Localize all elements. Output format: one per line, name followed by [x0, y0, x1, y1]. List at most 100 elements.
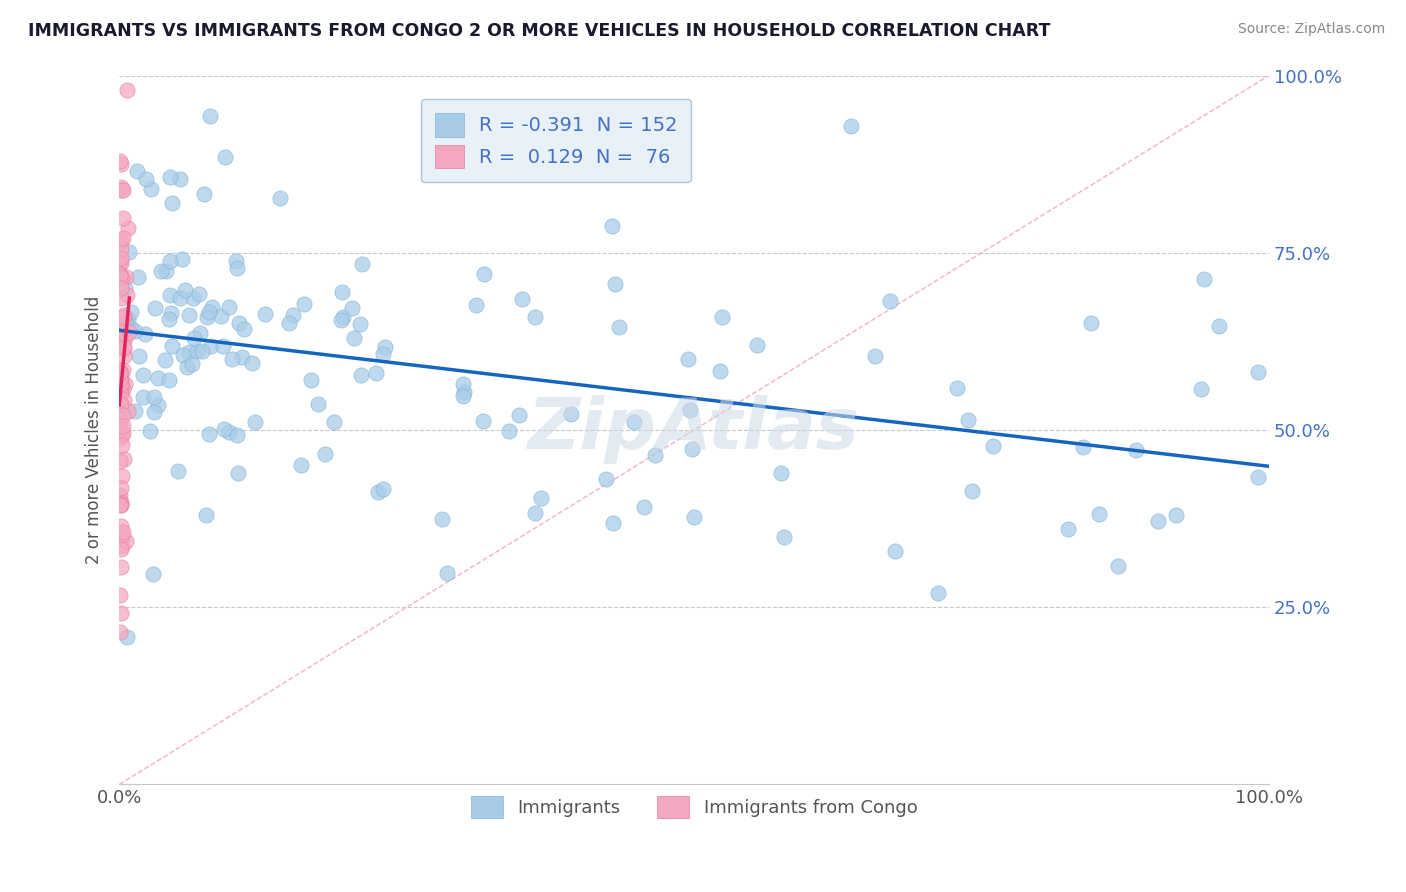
Point [159, 254, 181, 268]
Point [523, 506, 546, 520]
Point [112, 392, 135, 407]
Point [254, 307, 277, 321]
Point [117, 221, 139, 235]
Point [110, 156, 132, 170]
Point [374, 340, 396, 354]
Point [329, 313, 352, 327]
Point [110, 397, 132, 411]
Point [120, 305, 142, 319]
Point [159, 170, 181, 185]
Point [1192, 272, 1215, 286]
Point [132, 390, 155, 404]
Point [159, 287, 181, 301]
Point [110, 291, 132, 305]
Point [218, 425, 240, 439]
Point [946, 381, 969, 395]
Point [111, 183, 134, 197]
Point [110, 252, 132, 266]
Point [110, 269, 132, 284]
Point [218, 300, 240, 314]
Point [180, 357, 202, 371]
Point [530, 491, 553, 505]
Point [160, 338, 183, 352]
Point [602, 516, 624, 531]
Point [221, 351, 243, 366]
Point [745, 338, 768, 352]
Point [115, 287, 138, 301]
Point [371, 347, 394, 361]
Point [188, 287, 211, 301]
Point [115, 534, 138, 549]
Text: IMMIGRANTS VS IMMIGRANTS FROM CONGO 2 OR MORE VEHICLES IN HOUSEHOLD CORRELATION : IMMIGRANTS VS IMMIGRANTS FROM CONGO 2 OR… [28, 22, 1050, 40]
Point [110, 519, 132, 533]
Point [117, 404, 139, 418]
Point [110, 469, 132, 483]
Y-axis label: 2 or more Vehicles in Household: 2 or more Vehicles in Household [86, 296, 103, 564]
Point [125, 164, 148, 178]
Point [110, 385, 132, 400]
Point [110, 606, 132, 620]
Point [676, 351, 699, 366]
Point [114, 377, 136, 392]
Point [623, 415, 645, 429]
Point [883, 543, 905, 558]
Point [198, 427, 221, 442]
Point [157, 373, 180, 387]
Point [110, 256, 132, 270]
Point [114, 281, 136, 295]
Point [436, 566, 458, 581]
Point [1166, 508, 1188, 523]
Point [371, 482, 394, 496]
Point [110, 267, 132, 281]
Point [957, 413, 980, 427]
Point [560, 407, 582, 421]
Point [155, 264, 177, 278]
Point [195, 508, 218, 522]
Point [193, 187, 215, 202]
Point [1246, 365, 1268, 379]
Point [157, 312, 180, 326]
Point [111, 363, 134, 377]
Point [169, 291, 191, 305]
Point [110, 559, 132, 574]
Point [769, 466, 792, 480]
Point [350, 257, 373, 271]
Point [112, 408, 135, 422]
Point [110, 454, 132, 468]
Point [115, 270, 138, 285]
Point [600, 219, 623, 234]
Point [124, 404, 146, 418]
Point [183, 331, 205, 345]
Point [111, 310, 134, 325]
Point [167, 464, 190, 478]
Point [110, 376, 132, 391]
Point [240, 356, 263, 370]
Point [432, 511, 454, 525]
Point [110, 180, 132, 194]
Point [134, 326, 156, 341]
Point [111, 539, 134, 553]
Point [112, 452, 135, 467]
Point [143, 301, 166, 315]
Point [172, 348, 194, 362]
Point [117, 630, 139, 644]
Point [1208, 318, 1230, 333]
Point [364, 366, 387, 380]
Text: ZipAtlas: ZipAtlas [529, 395, 860, 465]
Point [110, 367, 132, 381]
Point [243, 415, 266, 429]
Point [120, 321, 142, 335]
Point [233, 322, 256, 336]
Point [139, 425, 162, 439]
Point [214, 150, 236, 164]
Point [228, 316, 250, 330]
Point [110, 242, 132, 256]
Point [160, 306, 183, 320]
Point [498, 424, 520, 438]
Point [349, 317, 371, 331]
Point [290, 458, 312, 472]
Point [191, 343, 214, 358]
Point [595, 472, 617, 486]
Point [323, 416, 346, 430]
Point [682, 510, 704, 524]
